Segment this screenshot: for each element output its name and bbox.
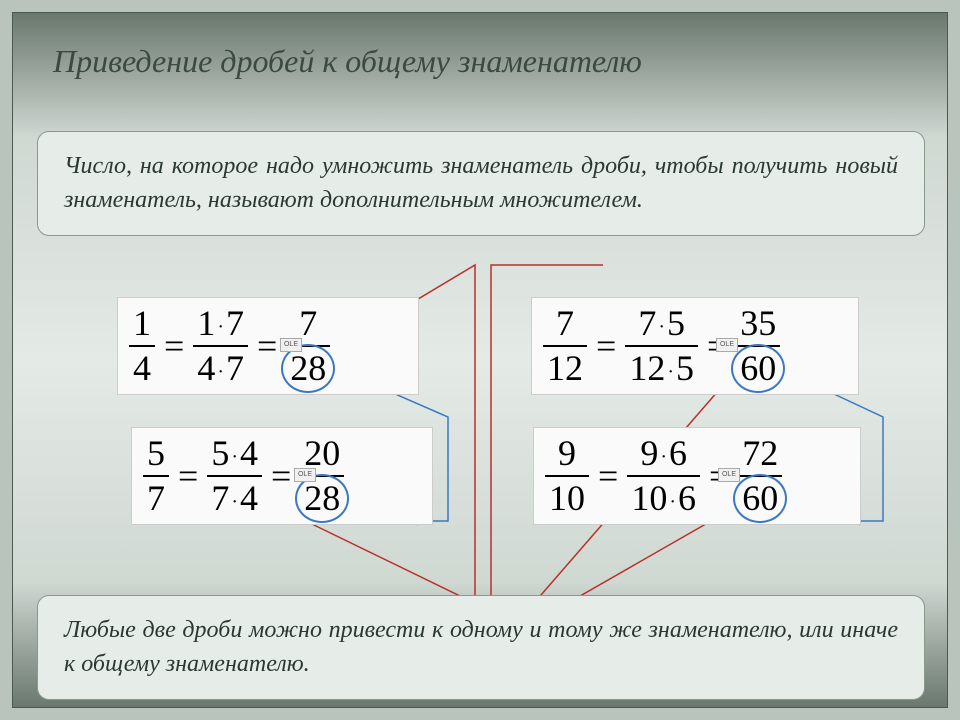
slide: Приведение дробей к общему знаменателю Ч… xyxy=(12,12,948,708)
equation-eq1: 14=1·74·7=728OLE xyxy=(117,297,419,395)
equation-eq4: 910=9·610·6=7260OLE xyxy=(533,427,861,525)
equation-eq2: 712=7·512·5=3560OLE xyxy=(531,297,859,395)
definition-box-bottom: Любые две дроби можно привести к одному … xyxy=(37,595,925,700)
definition-box-top: Число, на которое надо умножить знаменат… xyxy=(37,131,925,236)
ole-placeholder-icon: OLE xyxy=(718,468,740,482)
ole-placeholder-icon: OLE xyxy=(280,338,302,352)
ole-placeholder-icon: OLE xyxy=(294,468,316,482)
ole-placeholder-icon: OLE xyxy=(716,338,738,352)
equation-eq3: 57=5·47·4=2028OLE xyxy=(131,427,433,525)
page-title: Приведение дробей к общему знаменателю xyxy=(53,43,642,80)
